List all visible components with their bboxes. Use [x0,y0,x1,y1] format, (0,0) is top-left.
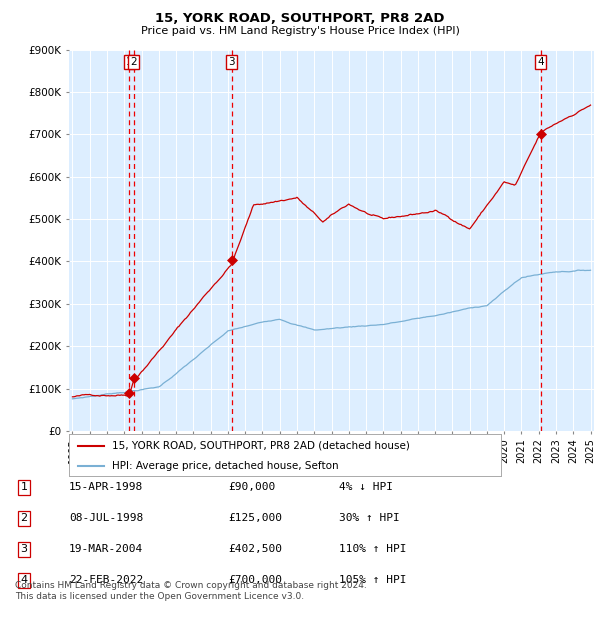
Text: 15, YORK ROAD, SOUTHPORT, PR8 2AD (detached house): 15, YORK ROAD, SOUTHPORT, PR8 2AD (detac… [112,441,410,451]
Text: 1: 1 [20,482,28,492]
Text: This data is licensed under the Open Government Licence v3.0.: This data is licensed under the Open Gov… [15,592,304,601]
Text: 105% ↑ HPI: 105% ↑ HPI [339,575,407,585]
Text: 4: 4 [538,57,544,68]
Text: 1: 1 [126,57,133,68]
Text: HPI: Average price, detached house, Sefton: HPI: Average price, detached house, Seft… [112,461,339,471]
Text: 15-APR-1998: 15-APR-1998 [69,482,143,492]
Text: 4% ↓ HPI: 4% ↓ HPI [339,482,393,492]
Text: 110% ↑ HPI: 110% ↑ HPI [339,544,407,554]
Text: 19-MAR-2004: 19-MAR-2004 [69,544,143,554]
Text: Contains HM Land Registry data © Crown copyright and database right 2024.: Contains HM Land Registry data © Crown c… [15,581,367,590]
Text: 08-JUL-1998: 08-JUL-1998 [69,513,143,523]
Text: 2: 2 [20,513,28,523]
Text: 3: 3 [20,544,28,554]
Text: 22-FEB-2022: 22-FEB-2022 [69,575,143,585]
Text: 3: 3 [228,57,235,68]
Text: 2: 2 [130,57,137,68]
Text: Price paid vs. HM Land Registry's House Price Index (HPI): Price paid vs. HM Land Registry's House … [140,26,460,36]
Text: £402,500: £402,500 [228,544,282,554]
Text: £90,000: £90,000 [228,482,275,492]
Text: £700,000: £700,000 [228,575,282,585]
Text: 30% ↑ HPI: 30% ↑ HPI [339,513,400,523]
Text: £125,000: £125,000 [228,513,282,523]
Text: 4: 4 [20,575,28,585]
Text: 15, YORK ROAD, SOUTHPORT, PR8 2AD: 15, YORK ROAD, SOUTHPORT, PR8 2AD [155,12,445,25]
